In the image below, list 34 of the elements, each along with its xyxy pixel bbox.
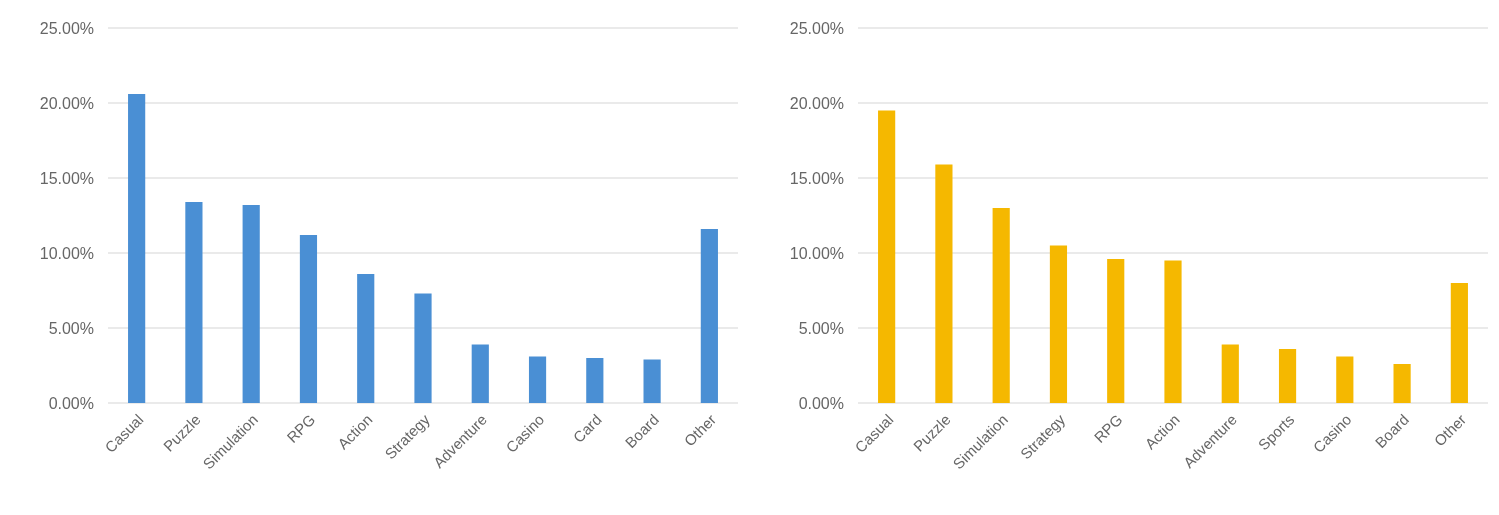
bar xyxy=(357,274,375,403)
bar xyxy=(299,235,318,403)
y-tick-label: 20.00% xyxy=(789,94,844,112)
bar xyxy=(414,293,432,403)
y-tick-label: 0.00% xyxy=(798,394,844,412)
bar xyxy=(935,164,953,403)
y-tick-label: 10.00% xyxy=(789,244,844,262)
bar xyxy=(185,202,203,403)
y-tick-label: 5.00% xyxy=(798,319,844,337)
y-tick-label: 15.00% xyxy=(789,169,844,187)
bar xyxy=(1221,344,1239,403)
bar xyxy=(242,205,260,403)
bar xyxy=(1278,349,1297,403)
bar xyxy=(528,356,547,403)
y-tick-label: 0.00% xyxy=(48,394,94,412)
bar xyxy=(128,94,146,403)
bar xyxy=(700,229,718,403)
y-tick-label: 10.00% xyxy=(39,244,94,262)
bar xyxy=(1107,259,1125,403)
bar xyxy=(471,344,489,403)
bar xyxy=(1336,356,1354,403)
bar xyxy=(992,208,1010,403)
bar xyxy=(586,358,604,403)
bar xyxy=(643,359,661,403)
y-tick-label: 25.00% xyxy=(789,19,844,37)
bar xyxy=(1450,283,1468,403)
y-tick-label: 20.00% xyxy=(39,94,94,112)
y-tick-label: 25.00% xyxy=(39,19,94,37)
y-tick-label: 5.00% xyxy=(48,319,94,337)
bar xyxy=(878,110,896,403)
bar xyxy=(1164,260,1182,403)
y-tick-label: 15.00% xyxy=(39,169,94,187)
bar xyxy=(1393,364,1411,403)
bar xyxy=(1049,245,1068,403)
